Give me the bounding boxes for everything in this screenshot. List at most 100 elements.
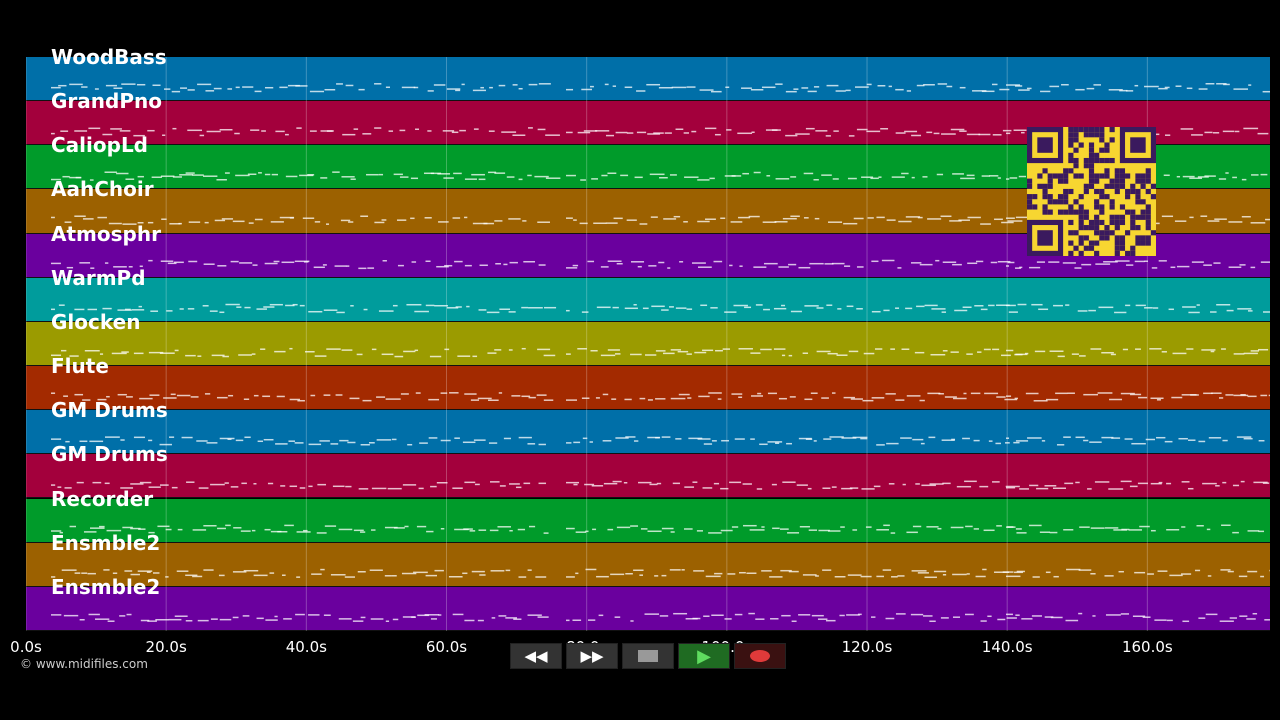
note: [311, 573, 322, 575]
note: [489, 86, 493, 89]
note: [846, 305, 854, 308]
note: [508, 218, 521, 220]
note: [1197, 176, 1209, 178]
note: [596, 306, 611, 309]
note: [1077, 310, 1088, 312]
note: [1247, 570, 1258, 573]
note: [837, 308, 842, 310]
note: [940, 215, 952, 218]
note: [227, 88, 233, 90]
note: [702, 487, 713, 489]
note: [847, 574, 862, 576]
note: [469, 530, 476, 532]
note: [634, 176, 643, 179]
track-lane[interactable]: [26, 454, 1270, 499]
note: [444, 264, 453, 267]
note: [288, 84, 300, 87]
note: [607, 349, 620, 351]
note: [566, 442, 572, 444]
note: [308, 310, 323, 313]
track-lane[interactable]: [26, 410, 1270, 455]
note: [1212, 132, 1220, 134]
note: [449, 392, 459, 394]
note: [906, 395, 921, 397]
note: [130, 527, 141, 530]
note: [336, 311, 345, 314]
note: [655, 437, 660, 439]
note: [411, 261, 417, 263]
note: [310, 394, 316, 397]
note: [317, 483, 327, 486]
note: [788, 354, 793, 357]
note: [708, 532, 722, 534]
note: [1034, 350, 1046, 353]
note: [1205, 613, 1218, 616]
note: [1063, 529, 1074, 531]
note: [919, 263, 933, 266]
note: [384, 526, 398, 529]
note: [426, 530, 434, 533]
note: [697, 438, 711, 440]
note: [696, 530, 703, 532]
note: [861, 488, 875, 490]
note: [952, 616, 961, 618]
stop-button[interactable]: [622, 643, 674, 669]
note: [393, 527, 405, 529]
note: [1131, 442, 1146, 445]
note: [602, 393, 609, 396]
play-icon: ▶: [697, 645, 711, 667]
note: [299, 174, 314, 177]
track-lane[interactable]: [26, 366, 1270, 411]
note: [1228, 266, 1242, 268]
note: [1198, 88, 1208, 90]
note: [381, 219, 387, 221]
rewind-button[interactable]: ◀◀: [510, 643, 562, 669]
record-button[interactable]: [734, 643, 786, 669]
note: [693, 570, 705, 572]
note: [1251, 174, 1259, 176]
note: [577, 131, 591, 134]
note: [1181, 394, 1197, 396]
track-lane[interactable]: [26, 321, 1270, 367]
note: [633, 440, 639, 442]
note: [414, 310, 429, 313]
note: [225, 303, 240, 306]
note: [250, 129, 260, 131]
note: [990, 261, 998, 264]
track-lane[interactable]: [26, 542, 1270, 587]
note: [720, 487, 729, 490]
note: [743, 524, 757, 527]
note: [289, 217, 294, 219]
note: [759, 443, 768, 446]
note: [1144, 85, 1159, 88]
note: [452, 613, 464, 616]
track-lane[interactable]: [26, 498, 1270, 543]
note: [897, 267, 902, 269]
note: [279, 216, 295, 219]
track-lane[interactable]: [26, 586, 1270, 631]
note: [198, 487, 209, 489]
note: [950, 351, 959, 353]
note: [326, 348, 341, 350]
note: [1044, 485, 1057, 487]
note: [584, 483, 595, 486]
track-lane[interactable]: [26, 57, 1270, 102]
note: [898, 220, 912, 223]
note: [1071, 353, 1079, 355]
note: [946, 85, 953, 88]
note: [1081, 263, 1092, 266]
note: [1088, 309, 1096, 312]
note: [685, 618, 698, 620]
note: [521, 395, 531, 398]
note: [581, 397, 590, 399]
note: [294, 442, 304, 444]
note: [844, 265, 851, 267]
fast-forward-button[interactable]: ▶▶: [566, 643, 618, 669]
note: [1052, 487, 1067, 490]
track-lane[interactable]: [26, 277, 1270, 322]
note: [227, 438, 232, 440]
note: [1111, 437, 1121, 439]
note: [545, 177, 561, 179]
play-button[interactable]: ▶: [678, 643, 730, 669]
note: [350, 178, 356, 180]
